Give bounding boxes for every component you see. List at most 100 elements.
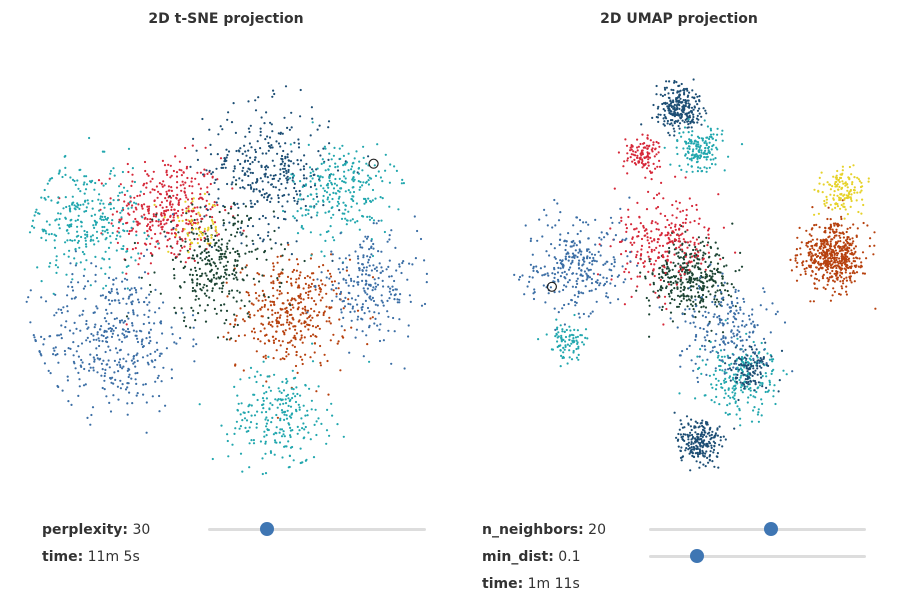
scatter-point-cluster-6 (695, 208, 698, 211)
scatter-point-cluster-0 (829, 218, 832, 221)
scatter-point-cluster-5 (709, 293, 712, 296)
perplexity-slider[interactable] (208, 519, 426, 539)
scatter-point-cluster-4 (626, 172, 629, 175)
scatter-point-cluster-6 (290, 413, 293, 416)
scatter-point-cluster-0 (861, 272, 865, 275)
scatter-point-cluster-3 (293, 199, 296, 202)
scatter-point-cluster-8 (339, 232, 342, 235)
scatter-point-cluster-8 (360, 308, 364, 311)
scatter-point-cluster-3 (721, 129, 724, 132)
scatter-point-cluster-3 (690, 159, 693, 162)
scatter-point-cluster-5 (673, 298, 676, 301)
scatter-point-cluster-5 (706, 280, 709, 283)
scatter-point-cluster-5 (366, 215, 369, 218)
scatter-point-cluster-6 (267, 355, 270, 358)
scatter-point-cluster-2 (144, 383, 147, 386)
scatter-point-cluster-0 (829, 260, 832, 263)
scatter-point-cluster-0 (176, 240, 179, 243)
scatter-point-cluster-8 (364, 291, 367, 294)
scatter-point-cluster-6 (291, 429, 294, 432)
scatter-point-cluster-3 (281, 205, 284, 208)
scatter-point-cluster-9 (203, 192, 206, 195)
scatter-point-cluster-2 (123, 336, 126, 339)
scatter-point-cluster-3 (703, 141, 706, 144)
scatter-point-cluster-5 (725, 264, 728, 267)
scatter-point-cluster-5 (336, 200, 340, 203)
highlighted-point-marker[interactable] (368, 158, 379, 169)
scatter-point-cluster-3 (699, 167, 702, 170)
scatter-point-cluster-1 (343, 329, 346, 332)
scatter-point-cluster-4 (50, 199, 53, 202)
scatter-point-cluster-3 (315, 195, 319, 198)
scatter-point-cluster-4 (90, 214, 93, 217)
scatter-point-cluster-6 (682, 238, 685, 241)
scatter-point-cluster-2 (127, 311, 130, 314)
scatter-point-cluster-4 (86, 199, 89, 202)
scatter-point-cluster-1 (278, 293, 281, 296)
scatter-point-cluster-1 (322, 313, 325, 317)
scatter-point-cluster-0 (184, 146, 187, 150)
scatter-point-cluster-7 (183, 316, 186, 319)
scatter-point-cluster-3 (251, 161, 254, 164)
scatter-point-cluster-3 (692, 148, 695, 151)
scatter-point-cluster-5 (335, 184, 339, 187)
scatter-point-cluster-6 (636, 275, 639, 278)
scatter-point-cluster-7 (220, 282, 223, 285)
scatter-point-cluster-6 (661, 254, 664, 257)
scatter-point-cluster-5 (711, 272, 714, 275)
scatter-point-cluster-0 (230, 205, 233, 208)
scatter-point-cluster-4 (77, 239, 80, 243)
perplexity-slider-track[interactable] (208, 528, 426, 531)
scatter-point-cluster-4 (133, 180, 136, 184)
scatter-point-cluster-5 (301, 185, 304, 188)
scatter-point-cluster-5 (349, 191, 352, 194)
scatter-point-cluster-5 (334, 166, 337, 169)
scatter-point-cluster-4 (128, 201, 131, 204)
scatter-point-cluster-6 (685, 214, 688, 217)
scatter-point-cluster-8 (377, 219, 380, 222)
scatter-point-cluster-8 (379, 323, 382, 326)
scatter-point-cluster-1 (227, 331, 230, 334)
scatter-point-cluster-3 (283, 162, 287, 165)
scatter-point-cluster-6 (275, 441, 278, 444)
scatter-point-cluster-3 (286, 200, 289, 203)
scatter-point-cluster-1 (269, 304, 273, 307)
scatter-point-cluster-1 (296, 308, 299, 311)
scatter-point-cluster-1 (247, 291, 250, 294)
scatter-point-cluster-2 (171, 213, 174, 216)
scatter-point-cluster-2 (673, 130, 676, 133)
scatter-point-cluster-1 (300, 334, 303, 337)
scatter-point-cluster-0 (174, 236, 177, 239)
scatter-point-cluster-2 (74, 367, 77, 370)
scatter-point-cluster-2 (112, 283, 115, 286)
scatter-point-cluster-5 (668, 269, 671, 272)
scatter-point-cluster-6 (666, 250, 669, 253)
scatter-point-cluster-2 (136, 337, 139, 340)
scatter-point-cluster-3 (690, 157, 693, 160)
scatter-point-cluster-4 (83, 210, 86, 213)
scatter-point-cluster-6 (659, 278, 662, 282)
scatter-point-cluster-0 (840, 217, 843, 221)
scatter-point-cluster-7 (234, 250, 237, 254)
scatter-point-cluster-0 (175, 171, 179, 174)
scatter-point-cluster-5 (319, 233, 322, 236)
scatter-point-cluster-8 (369, 256, 372, 259)
scatter-point-cluster-3 (697, 166, 700, 169)
scatter-point-cluster-6 (639, 222, 642, 225)
scatter-point-cluster-7 (223, 303, 226, 306)
scatter-point-cluster-6 (231, 443, 234, 446)
scatter-point-cluster-0 (824, 287, 827, 291)
scatter-point-cluster-4 (157, 242, 160, 245)
scatter-point-cluster-4 (40, 236, 43, 239)
scatter-point-cluster-6 (694, 256, 697, 259)
scatter-point-cluster-7 (567, 259, 570, 262)
scatter-point-cluster-1 (285, 355, 288, 358)
scatter-point-cluster-2 (86, 336, 89, 339)
scatter-point-cluster-1 (263, 305, 266, 308)
perplexity-slider-thumb[interactable] (259, 522, 274, 536)
scatter-point-cluster-1 (279, 344, 282, 347)
scatter-point-cluster-4 (632, 150, 635, 153)
scatter-point-cluster-7 (628, 196, 631, 199)
scatter-point-cluster-6 (703, 226, 706, 229)
scatter-point-cluster-7 (562, 288, 565, 292)
